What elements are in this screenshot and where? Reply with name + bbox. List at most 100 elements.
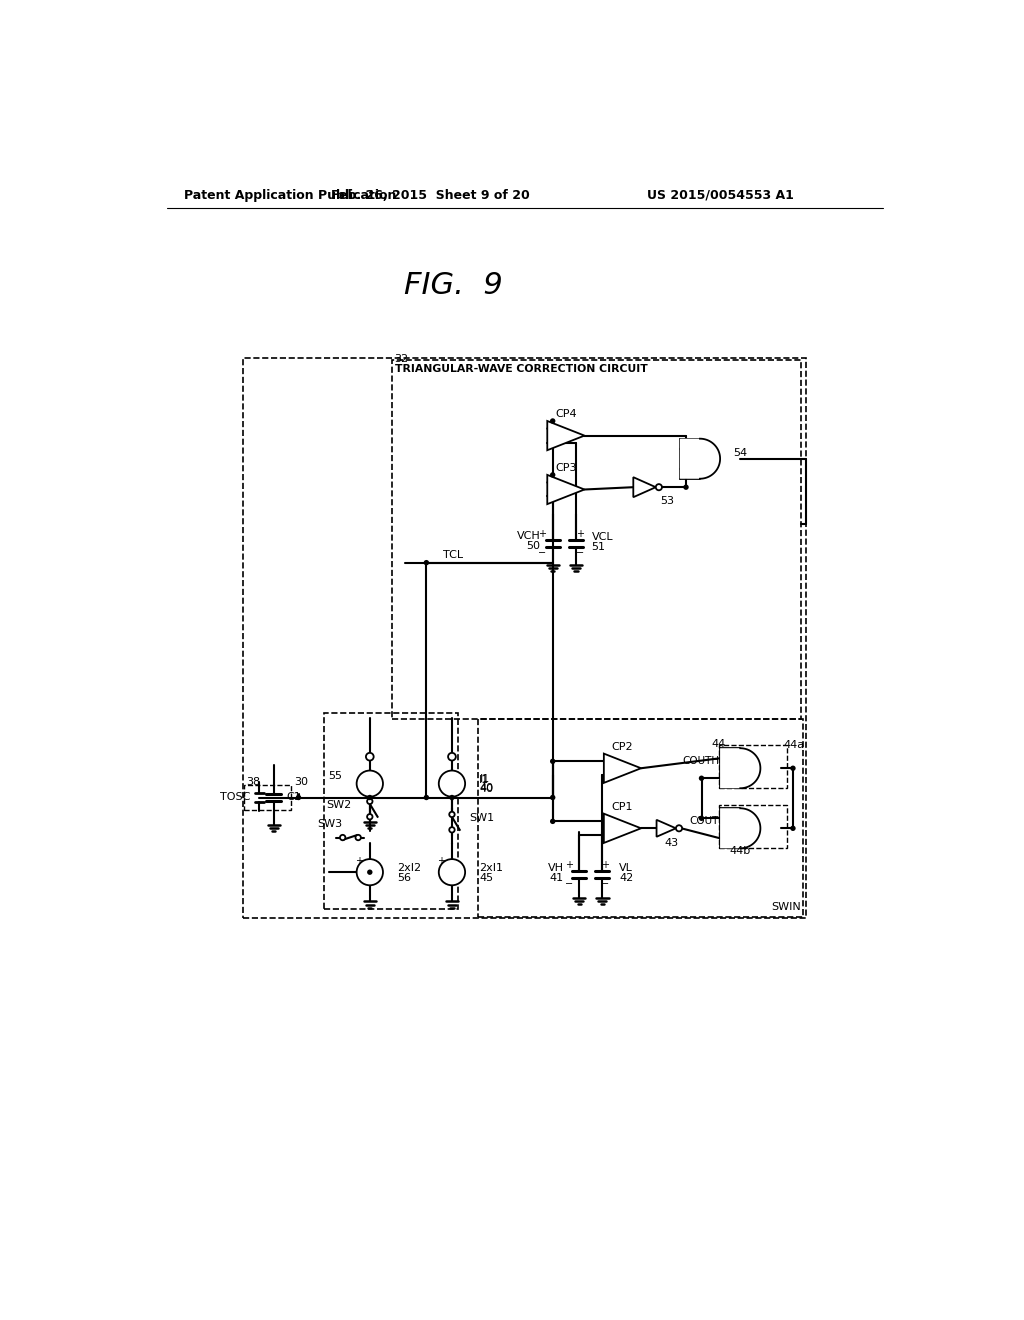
Polygon shape	[604, 813, 641, 843]
Text: CP2: CP2	[611, 742, 633, 751]
Text: VH: VH	[548, 863, 563, 874]
Text: COUTH: COUTH	[682, 755, 719, 766]
Circle shape	[655, 484, 662, 490]
Text: I1: I1	[444, 776, 454, 787]
Polygon shape	[604, 754, 641, 783]
Text: 2xI2: 2xI2	[397, 863, 421, 874]
Text: 55: 55	[328, 771, 342, 781]
Text: CP3: CP3	[555, 463, 577, 473]
Polygon shape	[547, 475, 585, 504]
Text: VCH: VCH	[516, 532, 541, 541]
Circle shape	[683, 484, 689, 490]
Circle shape	[791, 825, 796, 832]
Text: 43: 43	[665, 838, 678, 847]
Text: −: −	[565, 879, 573, 888]
Circle shape	[550, 759, 555, 764]
Text: I1: I1	[480, 774, 490, 784]
Circle shape	[438, 771, 465, 797]
Polygon shape	[633, 478, 655, 498]
Circle shape	[550, 473, 555, 478]
Bar	[719, 744, 786, 788]
Text: −: −	[575, 548, 584, 557]
Circle shape	[450, 795, 455, 800]
Bar	[391, 360, 801, 719]
Text: +: +	[355, 857, 362, 866]
Text: SW3: SW3	[317, 818, 343, 829]
Circle shape	[367, 870, 373, 875]
Text: 53: 53	[660, 496, 675, 506]
Bar	[245, 785, 291, 810]
Circle shape	[356, 771, 383, 797]
Text: I1: I1	[444, 776, 454, 785]
Bar	[719, 805, 786, 849]
Polygon shape	[680, 438, 720, 479]
Text: 2xI1: 2xI1	[479, 863, 503, 874]
Text: I2: I2	[361, 776, 372, 787]
Text: 54: 54	[733, 447, 748, 458]
Text: TRIANGULAR-WAVE CORRECTION CIRCUIT: TRIANGULAR-WAVE CORRECTION CIRCUIT	[394, 363, 647, 374]
Text: 40: 40	[480, 783, 494, 793]
Circle shape	[296, 795, 301, 800]
Circle shape	[791, 766, 796, 771]
Circle shape	[676, 825, 682, 832]
Circle shape	[450, 828, 455, 833]
Text: +: +	[437, 857, 445, 866]
Circle shape	[367, 799, 373, 804]
Text: SWIN: SWIN	[771, 902, 801, 912]
Text: +: +	[550, 425, 558, 434]
Text: TOSC: TOSC	[220, 792, 251, 803]
Text: 44a: 44a	[783, 741, 805, 750]
Text: −: −	[601, 879, 609, 888]
Bar	[243, 358, 806, 919]
Text: I2: I2	[362, 776, 372, 785]
Text: −: −	[607, 770, 614, 779]
Text: +: +	[601, 861, 609, 870]
Text: VCL: VCL	[592, 532, 613, 543]
Text: −: −	[538, 548, 546, 557]
Circle shape	[698, 816, 705, 821]
Circle shape	[367, 814, 373, 820]
Text: +: +	[575, 529, 584, 539]
Circle shape	[449, 752, 456, 760]
Circle shape	[424, 560, 429, 565]
Text: VL: VL	[620, 863, 633, 874]
Text: SW2: SW2	[326, 800, 351, 810]
Polygon shape	[720, 748, 761, 788]
Circle shape	[340, 834, 345, 841]
Text: 44: 44	[712, 739, 726, 748]
Circle shape	[367, 795, 373, 800]
Text: CP1: CP1	[611, 801, 633, 812]
Polygon shape	[656, 820, 676, 837]
Circle shape	[424, 795, 429, 800]
Text: COUTL: COUTL	[689, 816, 724, 825]
Text: +: +	[607, 758, 614, 767]
Text: 42: 42	[620, 874, 634, 883]
Circle shape	[366, 752, 374, 760]
Text: 40: 40	[479, 784, 494, 795]
Text: −: −	[550, 490, 558, 500]
Text: +: +	[607, 817, 614, 828]
Circle shape	[355, 834, 360, 841]
Circle shape	[450, 812, 455, 817]
Text: −: −	[550, 437, 558, 446]
Circle shape	[438, 859, 465, 886]
Text: 56: 56	[397, 873, 411, 883]
Text: 50: 50	[526, 541, 541, 552]
Circle shape	[550, 818, 555, 824]
Text: 32: 32	[394, 354, 409, 363]
Polygon shape	[547, 421, 585, 450]
Text: 30: 30	[295, 777, 308, 787]
Text: CP4: CP4	[555, 409, 577, 418]
Text: +: +	[538, 529, 546, 539]
Text: −: −	[607, 829, 614, 840]
Bar	[324, 713, 458, 909]
Text: 38: 38	[246, 777, 260, 787]
Text: US 2015/0054553 A1: US 2015/0054553 A1	[647, 189, 795, 202]
Polygon shape	[720, 808, 761, 849]
Circle shape	[550, 795, 555, 800]
Circle shape	[698, 776, 705, 781]
Text: Patent Application Publication: Patent Application Publication	[183, 189, 396, 202]
Bar	[477, 719, 803, 917]
Circle shape	[550, 418, 555, 424]
Text: C1: C1	[286, 792, 301, 803]
